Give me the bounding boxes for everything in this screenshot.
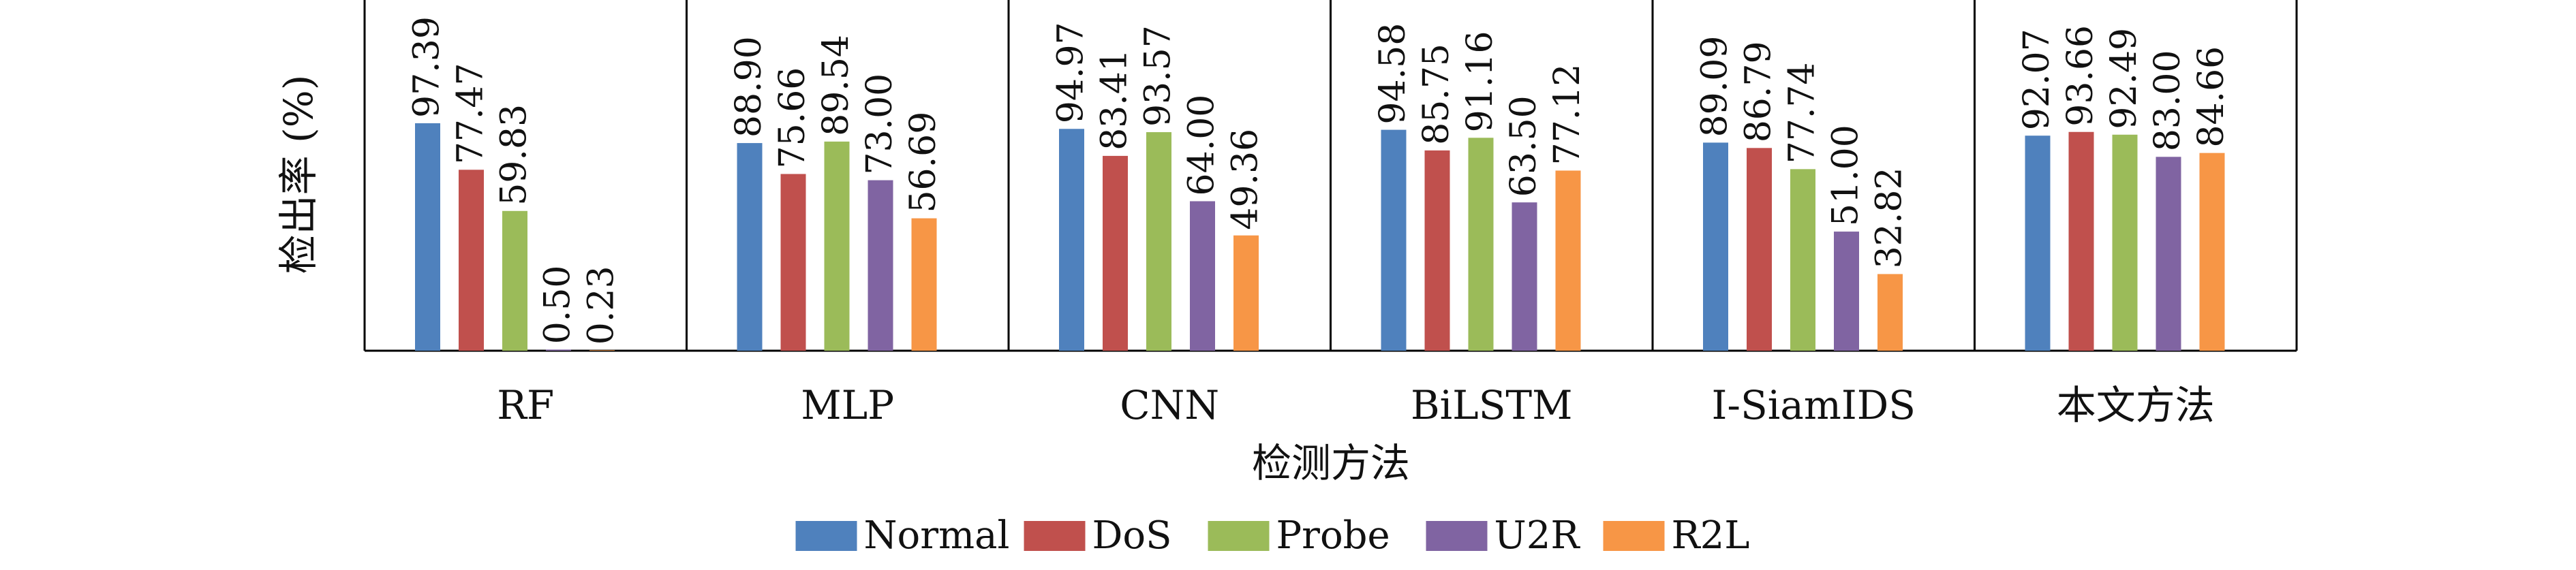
bar-dos-6 xyxy=(2068,131,2094,351)
plot-frame xyxy=(363,0,2298,352)
category-label: CNN xyxy=(1120,382,1219,428)
data-label: 49.36 xyxy=(1225,129,1266,230)
bar-dos-4 xyxy=(1424,150,1450,351)
data-label: 63.50 xyxy=(1503,95,1544,197)
data-label: 89.09 xyxy=(1695,36,1736,138)
bar-probe-4 xyxy=(1468,138,1494,351)
bar-dos-1 xyxy=(459,170,484,351)
bar-normal-5 xyxy=(1703,142,1728,351)
bar-r2l-4 xyxy=(1555,170,1581,351)
bar-dos-3 xyxy=(1103,155,1128,351)
legend-item-normal: Normal xyxy=(795,513,1010,558)
legend-swatch xyxy=(1603,521,1665,551)
legend-label: Probe xyxy=(1276,513,1390,558)
category-label: BiLSTM xyxy=(1411,382,1573,428)
bar-r2l-1 xyxy=(589,350,615,351)
bar-normal-6 xyxy=(2025,136,2051,351)
data-label: 59.83 xyxy=(494,104,535,206)
legend-swatch xyxy=(795,521,857,551)
data-label: 77.12 xyxy=(1547,64,1588,165)
bar-probe-3 xyxy=(1146,132,1171,351)
data-label: 92.07 xyxy=(2017,29,2057,130)
bar-u2r-5 xyxy=(1834,232,1859,351)
data-label: 94.97 xyxy=(1051,22,1092,123)
data-label: 85.75 xyxy=(1416,44,1457,145)
legend-swatch xyxy=(1426,521,1488,551)
data-label: 84.66 xyxy=(2191,46,2232,148)
bar-probe-1 xyxy=(502,210,527,351)
legend-item-r2l: R2L xyxy=(1603,513,1750,558)
data-label: 83.00 xyxy=(2147,50,2188,151)
x-axis-title: 检测方法 xyxy=(1252,440,1410,486)
legend-swatch xyxy=(1208,521,1270,551)
y-axis-title: 检出率 (%) xyxy=(275,75,322,274)
bar-r2l-6 xyxy=(2199,153,2225,351)
legend-label: R2L xyxy=(1672,513,1750,558)
bar-u2r-2 xyxy=(868,180,893,351)
bar-dos-2 xyxy=(780,174,806,351)
data-label: 77.47 xyxy=(450,63,491,164)
legend: Normal DoS Probe U2R R2L xyxy=(795,513,1750,558)
bar-probe-2 xyxy=(824,141,850,351)
bar-r2l-5 xyxy=(1877,274,1903,351)
data-label: 86.79 xyxy=(1738,41,1779,142)
category-label: RF xyxy=(497,382,554,428)
legend-label: DoS xyxy=(1092,513,1172,558)
bar-normal-4 xyxy=(1381,129,1407,351)
data-label: 64.00 xyxy=(1182,95,1223,196)
legend-item-u2r: U2R xyxy=(1426,513,1581,558)
bar-u2r-4 xyxy=(1512,202,1537,351)
bar-normal-3 xyxy=(1059,129,1084,351)
bar-normal-1 xyxy=(415,123,440,351)
bar-normal-2 xyxy=(737,143,763,351)
category-label: I-SiamIDS xyxy=(1711,382,1916,428)
data-label: 91.16 xyxy=(1460,31,1501,132)
bar-u2r-1 xyxy=(546,349,571,351)
data-label: 73.00 xyxy=(859,74,900,175)
data-labels: 97.39 77.47 59.83 0.50 0.23 88.90 75.66 89.54 73… xyxy=(407,16,2233,345)
data-label: 88.90 xyxy=(729,36,769,138)
data-label: 93.66 xyxy=(2060,25,2101,127)
data-label: 89.54 xyxy=(816,35,857,136)
data-label: 94.58 xyxy=(1373,23,1413,125)
category-label: 本文方法 xyxy=(2057,382,2215,428)
legend-item-probe: Probe xyxy=(1208,513,1390,558)
data-label: 92.49 xyxy=(2104,28,2145,129)
data-label: 0.50 xyxy=(538,266,579,345)
bar-probe-6 xyxy=(2112,134,2138,351)
legend-label: U2R xyxy=(1494,513,1581,558)
bar-u2r-6 xyxy=(2156,157,2181,351)
data-label: 0.23 xyxy=(581,266,622,345)
legend-swatch xyxy=(1024,521,1086,551)
data-label: 51.00 xyxy=(1826,125,1867,226)
data-label: 93.57 xyxy=(1138,25,1179,127)
legend-label: Normal xyxy=(864,513,1010,558)
bar-probe-5 xyxy=(1790,169,1815,351)
category-labels: RF MLP CNN BiLSTM I-SiamIDS 本文方法 xyxy=(497,382,2214,428)
bar-r2l-2 xyxy=(911,218,937,351)
bar-dos-5 xyxy=(1747,148,1772,351)
data-label: 97.39 xyxy=(407,16,448,118)
data-label: 83.41 xyxy=(1094,49,1135,151)
legend-item-dos: DoS xyxy=(1024,513,1172,558)
category-label: MLP xyxy=(801,382,894,428)
data-label: 56.69 xyxy=(903,112,944,213)
data-label: 32.82 xyxy=(1869,168,1910,269)
bar-u2r-3 xyxy=(1190,201,1215,351)
bars xyxy=(415,123,2225,351)
data-label: 77.74 xyxy=(1782,62,1823,163)
data-label: 75.66 xyxy=(772,67,813,169)
bar-r2l-3 xyxy=(1233,235,1259,351)
